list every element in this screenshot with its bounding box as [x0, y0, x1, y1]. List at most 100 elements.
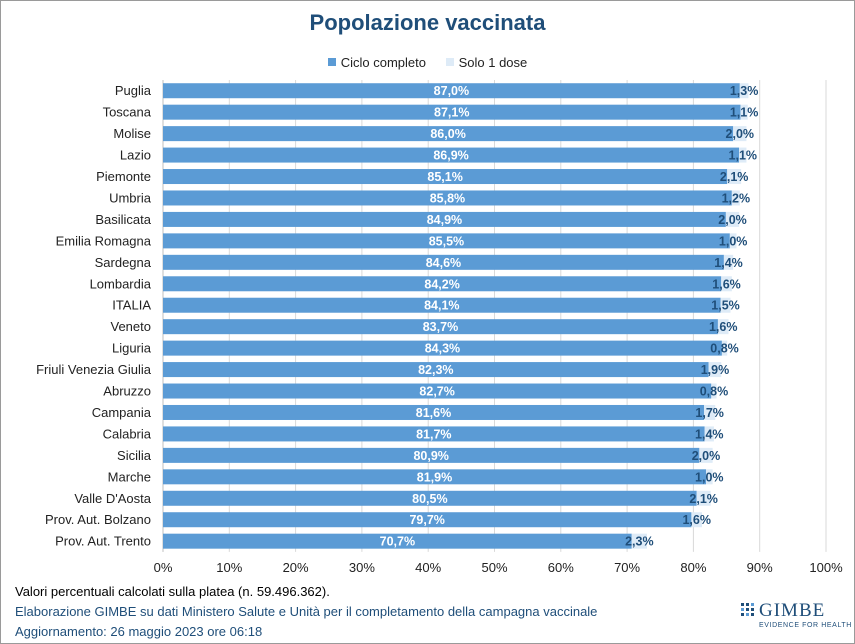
bar-ciclo-completo-marche	[163, 469, 706, 485]
x-tick-label-30: 30%	[349, 560, 375, 575]
bar-ciclo-completo-umbria	[163, 190, 732, 206]
category-label-puglia: Puglia	[115, 83, 152, 98]
category-label-sardegna: Sardegna	[95, 255, 152, 270]
data-label-ciclo-completo-basilicata: 84,9%	[427, 213, 462, 227]
data-label-ciclo-completo-liguria: 84,3%	[425, 342, 460, 356]
data-label-ciclo-completo-lombardia: 84,2%	[424, 277, 459, 291]
x-tick-label-40: 40%	[415, 560, 441, 575]
category-label-prov-aut-bolzano: Prov. Aut. Bolzano	[45, 512, 151, 527]
data-label-ciclo-completo-marche: 81,9%	[417, 470, 452, 484]
logo-name: GIMBE	[759, 600, 826, 621]
data-label-ciclo-completo-emilia-romagna: 85,5%	[429, 234, 464, 248]
bar-solo-1-dose-lombardia	[721, 276, 732, 292]
bar-ciclo-completo-sicilia	[163, 447, 700, 463]
bar-ciclo-completo-campania	[163, 404, 705, 420]
data-label-solo-1-dose-calabria: 1,4%	[695, 427, 724, 441]
x-tick-label-90: 90%	[747, 560, 773, 575]
bar-ciclo-completo-lombardia	[163, 276, 722, 292]
legend-swatch-ciclo-completo	[327, 58, 336, 66]
bar-solo-1-dose-veneto	[717, 319, 729, 335]
bar-ciclo-completo-sardegna	[163, 254, 724, 270]
data-label-solo-1-dose-campania: 1,7%	[695, 406, 724, 420]
footer-note: Valori percentuali calcolati sulla plate…	[15, 584, 330, 599]
gimbe-logo: GIMBE EVIDENCE FOR HEALTH	[741, 600, 851, 636]
data-label-ciclo-completo-prov-aut-bolzano: 79,7%	[409, 513, 444, 527]
data-label-solo-1-dose-lazio: 1,1%	[729, 149, 758, 163]
category-label-sicilia: Sicilia	[117, 448, 152, 463]
data-label-solo-1-dose-puglia: 1,3%	[730, 84, 759, 98]
category-label-friuli-venezia-giulia: Friuli Venezia Giulia	[36, 362, 152, 377]
bar-solo-1-dose-liguria	[721, 340, 728, 356]
bar-ciclo-completo-molise	[163, 126, 734, 142]
bar-ciclo-completo-lazio	[163, 147, 740, 163]
data-label-ciclo-completo-veneto: 83,7%	[423, 320, 458, 334]
data-label-ciclo-completo-molise: 86,0%	[430, 127, 465, 141]
bar-solo-1-dose-prov-aut-trento	[631, 533, 647, 549]
bar-ciclo-completo-abruzzo	[163, 383, 712, 399]
x-tick-label-20: 20%	[283, 560, 309, 575]
data-label-ciclo-completo-italia: 84,1%	[424, 299, 459, 313]
category-label-piemonte: Piemonte	[96, 169, 151, 184]
x-tick-label-100: 100%	[809, 560, 843, 575]
bar-solo-1-dose-umbria	[731, 190, 740, 206]
x-tick-label-50: 50%	[481, 560, 507, 575]
bar-solo-1-dose-piemonte	[727, 169, 742, 185]
x-tick-label-80: 80%	[680, 560, 706, 575]
gimbe-logo-icon	[741, 603, 754, 616]
data-label-solo-1-dose-italia: 1,5%	[711, 299, 740, 313]
bar-solo-1-dose-puglia	[739, 83, 749, 99]
data-label-ciclo-completo-friuli-venezia-giulia: 82,3%	[418, 363, 453, 377]
category-label-valle-d-aosta: Valle D'Aosta	[74, 491, 151, 506]
data-label-solo-1-dose-sardegna: 1,4%	[714, 256, 743, 270]
legend-label-ciclo-completo: Ciclo completo	[340, 54, 426, 70]
legend-swatch-solo-1-dose	[445, 58, 454, 66]
bar-ciclo-completo-italia	[163, 297, 721, 313]
category-label-basilicata: Basilicata	[95, 212, 151, 227]
category-label-abruzzo: Abruzzo	[103, 384, 151, 399]
bar-ciclo-completo-valle-d-aosta	[163, 490, 697, 506]
bar-solo-1-dose-valle-d-aosta	[696, 490, 711, 506]
bar-ciclo-completo-piemonte	[163, 169, 728, 185]
data-label-ciclo-completo-campania: 81,6%	[416, 406, 451, 420]
bar-ciclo-completo-veneto	[163, 319, 718, 335]
data-label-solo-1-dose-liguria: 0,8%	[710, 342, 739, 356]
bar-solo-1-dose-emilia-romagna	[729, 233, 737, 249]
category-label-lazio: Lazio	[120, 148, 151, 163]
bar-ciclo-completo-calabria	[163, 426, 705, 442]
bar-ciclo-completo-prov-aut-bolzano	[163, 512, 692, 528]
bar-ciclo-completo-puglia	[163, 83, 740, 99]
footer-source: Elaborazione GIMBE su dati Ministero Sal…	[15, 604, 598, 619]
category-label-liguria: Liguria	[112, 341, 152, 356]
data-label-ciclo-completo-sicilia: 80,9%	[413, 449, 448, 463]
category-label-calabria: Calabria	[103, 426, 152, 441]
bar-solo-1-dose-italia	[720, 297, 731, 313]
data-label-solo-1-dose-lombardia: 1,6%	[712, 277, 741, 291]
bar-solo-1-dose-campania	[704, 404, 716, 420]
bar-ciclo-completo-emilia-romagna	[163, 233, 730, 249]
bar-solo-1-dose-sicilia	[699, 447, 713, 463]
category-label-prov-aut-trento: Prov. Aut. Trento	[55, 534, 151, 549]
bar-ciclo-completo-toscana	[163, 104, 741, 120]
bar-solo-1-dose-marche	[705, 469, 713, 485]
category-label-lombardia: Lombardia	[90, 276, 152, 291]
x-tick-label-60: 60%	[548, 560, 574, 575]
chart-title: Popolazione vaccinata	[309, 10, 546, 35]
data-label-ciclo-completo-calabria: 81,7%	[416, 427, 451, 441]
legend-item-ciclo-completo: Ciclo completo	[327, 54, 426, 70]
bar-ciclo-completo-basilicata	[163, 211, 726, 227]
legend-label-solo-1-dose: Solo 1 dose	[458, 54, 528, 70]
data-label-solo-1-dose-emilia-romagna: 1,0%	[719, 234, 748, 248]
data-label-solo-1-dose-molise: 2,0%	[726, 127, 755, 141]
bar-ciclo-completo-prov-aut-trento	[163, 533, 632, 549]
data-label-solo-1-dose-veneto: 1,6%	[709, 320, 738, 334]
category-label-umbria: Umbria	[109, 190, 152, 205]
data-label-solo-1-dose-marche: 1,0%	[695, 470, 724, 484]
data-label-solo-1-dose-umbria: 1,2%	[722, 191, 751, 205]
bar-solo-1-dose-prov-aut-bolzano	[691, 512, 703, 528]
bar-solo-1-dose-basilicata	[725, 211, 740, 227]
data-label-solo-1-dose-abruzzo: 0,8%	[700, 385, 729, 399]
data-label-solo-1-dose-basilicata: 2,0%	[718, 213, 747, 227]
data-label-ciclo-completo-sardegna: 84,6%	[426, 256, 461, 270]
x-tick-label-70: 70%	[614, 560, 640, 575]
data-label-ciclo-completo-piemonte: 85,1%	[427, 170, 462, 184]
